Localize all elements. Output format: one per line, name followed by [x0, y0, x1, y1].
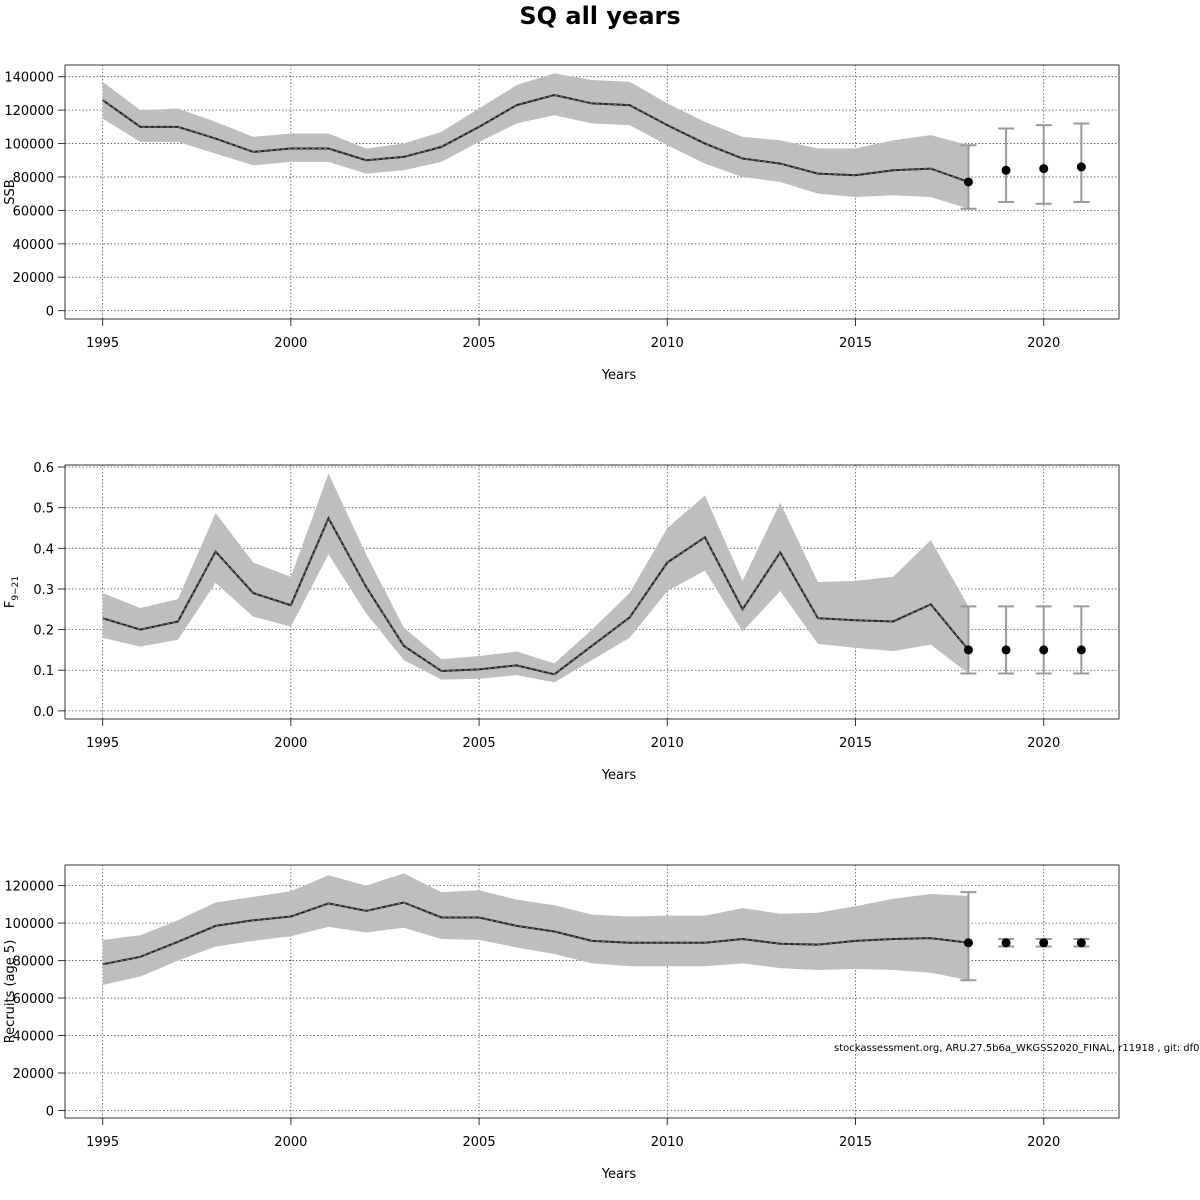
x-tick-label: 2010: [651, 1135, 684, 1150]
y-tick-label: 0.3: [33, 583, 54, 598]
y-tick-label: 0.0: [33, 705, 54, 720]
panel-1: 1995 2000 2005 2010 2015 2020 0 20000 40000 60000…: [3, 64, 1120, 383]
x-tick-label: 2000: [274, 1135, 307, 1150]
y-axis-label-subscript: 9−21: [11, 576, 21, 601]
panel-3: 1995 2000 2005 2010 2015 2020 0 20000 40000 60000…: [3, 864, 1120, 1182]
x-tick-label: 2020: [1027, 336, 1060, 351]
x-axis-label: Years: [601, 768, 637, 783]
y-tick-label: 40000: [13, 1030, 54, 1045]
y-tick-label: 140000: [4, 71, 54, 86]
forecast-point: [1001, 165, 1011, 175]
forecast-point: [1039, 938, 1049, 948]
forecast-point: [1076, 938, 1086, 948]
y-tick-label: 0.1: [33, 664, 54, 679]
y-tick-label: 0: [46, 305, 54, 320]
plot-frame: [64, 864, 1120, 1119]
y-tick-label: 20000: [13, 1067, 54, 1082]
forecast-point: [963, 177, 973, 187]
y-tick-label: 60000: [13, 204, 54, 219]
estimate-line-dash: [102, 901, 969, 965]
confidence-band: [102, 473, 969, 683]
forecast-point: [1039, 645, 1049, 655]
forecast-point: [1076, 162, 1086, 172]
y-tick-label: 60000: [13, 992, 54, 1007]
y-tick-label: 20000: [13, 271, 54, 286]
y-tick-label: 80000: [13, 171, 54, 186]
x-tick-label: 2005: [463, 336, 496, 351]
x-tick-label: 1995: [86, 1135, 119, 1150]
x-tick-label: 2005: [463, 736, 496, 751]
x-tick-label: 2020: [1027, 736, 1060, 751]
y-tick-label: 120000: [4, 880, 54, 895]
x-tick-label: 2010: [651, 736, 684, 751]
forecast-point: [1001, 938, 1011, 948]
y-axis-label: Recruits (age 5): [3, 940, 18, 1044]
y-tick-label: 80000: [13, 955, 54, 970]
y-axis-label: F9−21: [3, 576, 21, 608]
forecast-point: [1039, 164, 1049, 174]
forecast-point: [1076, 645, 1086, 655]
y-tick-label: 120000: [4, 104, 54, 119]
y-tick-label: 0.5: [33, 502, 54, 517]
forecast-point: [963, 645, 973, 655]
x-axis-label: Years: [601, 368, 637, 383]
x-tick-label: 2000: [274, 736, 307, 751]
forecast-point: [1001, 645, 1011, 655]
footnote: stockassessment.org, ARU.27.5b6a_WKGSS20…: [834, 1043, 1200, 1054]
y-tick-label: 100000: [4, 917, 54, 932]
y-tick-label: 0.6: [33, 461, 54, 476]
plot-frame: [64, 464, 1120, 720]
x-tick-label: 1995: [86, 336, 119, 351]
estimate-line-dash: [102, 94, 969, 183]
y-tick-label: 0.4: [33, 542, 54, 557]
y-tick-label: 100000: [4, 138, 54, 153]
x-tick-label: 1995: [86, 736, 119, 751]
estimate-line-dash: [102, 517, 969, 675]
plot-frame: [64, 64, 1120, 320]
x-tick-label: 2000: [274, 336, 307, 351]
x-tick-label: 2015: [839, 1135, 872, 1150]
x-axis-label: Years: [601, 1167, 637, 1182]
chart-title: SQ all years: [519, 2, 680, 30]
x-tick-label: 2015: [839, 336, 872, 351]
x-tick-label: 2020: [1027, 1135, 1060, 1150]
y-tick-label: 40000: [13, 238, 54, 253]
x-tick-label: 2015: [839, 736, 872, 751]
x-tick-label: 2005: [463, 1135, 496, 1150]
forecast-point: [963, 938, 973, 948]
y-axis-label: SSB: [3, 179, 18, 204]
y-axis-label-main: F: [3, 601, 18, 608]
y-tick-label: 0.2: [33, 624, 54, 639]
y-tick-label: 0: [46, 1105, 54, 1120]
x-tick-label: 2010: [651, 336, 684, 351]
confidence-band: [102, 73, 969, 209]
panel-2: 1995 2000 2005 2010 2015 2020 0.0 0.1 0.2 0.3 0.4 0…: [3, 461, 1120, 783]
